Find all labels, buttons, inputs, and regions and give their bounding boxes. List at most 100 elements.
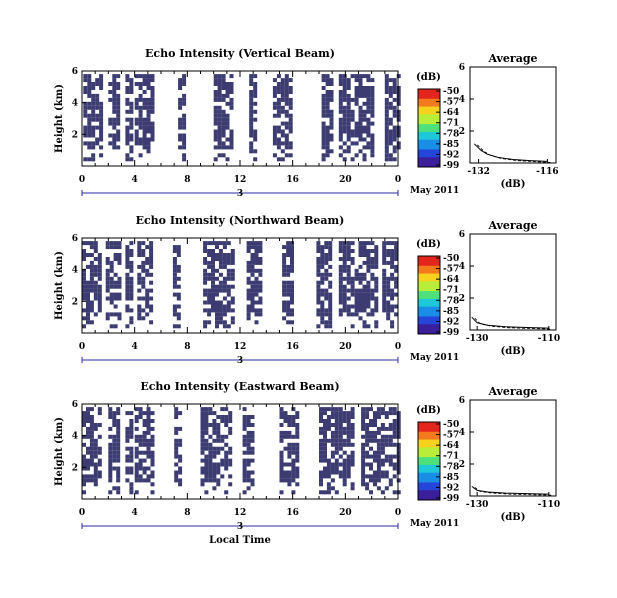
echo-cell [291,442,296,447]
echo-cell [376,466,381,471]
echo-cell [112,450,117,455]
echo-cell [87,125,92,130]
echo-cell [374,280,379,285]
echo-cell [287,423,292,427]
echo-cell [361,411,366,416]
echo-cell [388,117,393,122]
echo-cell [390,304,395,309]
echo-cell [207,264,212,269]
echo-cell [350,434,355,439]
echo-cell [390,296,395,301]
echo-cell [338,90,343,94]
echo-cell [321,137,326,142]
echo-cell [97,411,102,416]
echo-cell [284,109,289,114]
echo-cell [362,288,367,293]
colorbar-swatch [418,310,440,314]
echo-cell [221,86,226,90]
echo-cell [280,90,285,94]
profile-y-tick-label: 6 [459,396,465,406]
echo-cell [178,426,183,431]
echo-cell [150,109,155,114]
echo-cell [323,458,327,463]
echo-cell [326,470,331,475]
echo-cell [112,90,117,94]
echo-cell [172,268,177,273]
echo-cell [350,241,355,246]
echo-cell [125,458,130,463]
echo-cell [280,105,285,110]
echo-cell [89,450,94,455]
echo-cell [342,113,347,118]
echo-cell [145,296,150,301]
echo-cell [250,482,255,487]
colorbar-swatch [418,316,440,319]
echo-cell [295,434,300,439]
echo-cell [95,117,100,122]
date-tick-label: 3 [237,189,243,199]
echo-cell [87,78,92,83]
echo-cell [373,438,377,443]
echo-cell [129,288,134,293]
echo-cell [396,411,401,416]
echo-cell [394,257,399,261]
echo-cell [150,121,155,126]
echo-cell [146,145,151,150]
colorbar-swatch [418,314,440,317]
colorbar-swatch [418,139,440,143]
echo-cell [82,268,86,273]
echo-cell [129,280,134,285]
echo-cell [105,245,110,250]
echo-cell [108,434,113,439]
echo-cell [288,121,293,126]
echo-cell [125,86,130,90]
echo-cell [342,288,347,293]
echo-cell [286,292,291,297]
echo-cell [138,474,143,479]
echo-cell [319,442,323,447]
echo-cell [242,450,247,455]
echo-cell [384,78,389,83]
echo-cell [213,74,218,79]
echo-cell [137,308,142,313]
echo-cell [288,129,293,134]
echo-cell [350,284,355,289]
colorbar-tick-label: -99 [443,161,459,171]
echo-cell [89,253,94,257]
colorbar-swatch [418,275,440,278]
y-tick-label: 4 [72,432,78,442]
echo-cell [328,284,333,289]
date-label: May 2011 [410,353,459,363]
echo-cell [374,249,379,253]
echo-cell [362,260,367,265]
echo-cell [316,292,321,297]
echo-cell [89,268,94,273]
echo-cell [142,78,147,83]
colorbar-swatch [418,451,440,454]
echo-cell [142,129,147,134]
echo-cell [290,249,294,253]
echo-cell [200,470,205,475]
echo-cell [91,117,96,122]
echo-cell [213,78,218,83]
echo-cell [354,86,359,90]
echo-cell [149,249,154,253]
echo-cell [286,320,291,325]
echo-cell [87,129,92,134]
colorbar-swatch [418,322,440,325]
echo-cell [346,117,351,122]
colorbar-swatch [418,422,440,425]
echo-cell [225,93,230,98]
echo-cell [286,308,291,313]
echo-cell [125,430,130,435]
echo-cell [217,97,222,102]
echo-cell [388,434,393,439]
echo-cell [116,486,121,491]
echo-cell [382,284,387,289]
echo-cell [388,133,393,138]
echo-cell [329,137,334,142]
echo-cell [220,446,225,451]
echo-cell [149,241,154,246]
echo-cell [178,438,183,443]
echo-cell [338,117,343,122]
